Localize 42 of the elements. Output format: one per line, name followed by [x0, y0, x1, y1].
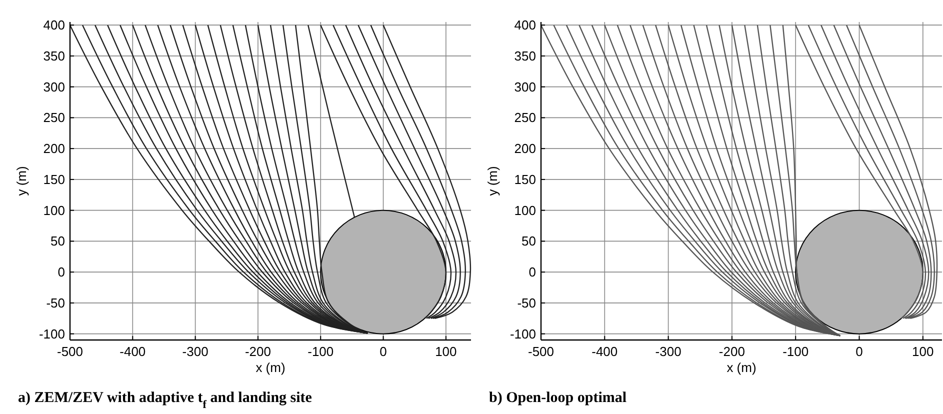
- x-tick-label: 100: [435, 344, 457, 359]
- x-tick-label: -400: [120, 344, 146, 359]
- y-tick-label: 50: [522, 234, 536, 249]
- x-axis-title: x (m): [726, 360, 756, 375]
- y-tick-label: 250: [514, 110, 536, 126]
- y-tick-label: 150: [43, 172, 65, 187]
- y-tick-label: 100: [514, 202, 536, 218]
- x-tick-label: -300: [182, 344, 208, 359]
- x-tick-label: -400: [592, 344, 618, 359]
- y-tick-label: 400: [514, 18, 536, 33]
- x-tick-label: 0: [856, 344, 863, 359]
- text: b) Open-loop optimal: [489, 390, 627, 406]
- x-tick-label: -100: [782, 344, 809, 359]
- x-tick-label: -100: [308, 344, 334, 359]
- y-tick-label: 50: [50, 234, 65, 249]
- x-tick-label: 0: [380, 344, 387, 359]
- y-tick-label: -50: [517, 295, 536, 310]
- x-tick-label: -500: [528, 344, 554, 359]
- y-tick-label: 300: [43, 79, 65, 94]
- y-tick-label: -100: [38, 326, 65, 342]
- y-tick-label: 300: [514, 79, 536, 94]
- y-tick-label: -100: [510, 326, 536, 342]
- y-tick-label: 400: [43, 18, 65, 33]
- y-tick-label: 250: [43, 110, 65, 126]
- x-tick-label: -200: [718, 344, 745, 359]
- y-tick-label: 350: [514, 48, 536, 64]
- x-tick-label: -200: [244, 344, 271, 359]
- y-tick-label: 200: [514, 141, 536, 156]
- x-tick-label: 100: [912, 344, 934, 359]
- y-tick-label: 350: [43, 48, 65, 64]
- y-tick-label: 0: [528, 264, 536, 280]
- y-tick-label: 100: [43, 202, 65, 218]
- y-tick-label: 150: [514, 172, 536, 187]
- y-axis-title: y (m): [485, 166, 500, 196]
- y-tick-label: 0: [58, 264, 65, 280]
- x-axis-title: x (m): [256, 360, 286, 375]
- y-tick-label: -50: [46, 295, 65, 310]
- y-tick-label: 200: [43, 141, 65, 156]
- text: a) ZEM/ZEV with adaptive t$_{f}$ and landing site: [18, 390, 312, 411]
- y-axis-title: y (m): [14, 166, 29, 196]
- x-tick-label: -500: [56, 344, 84, 359]
- x-tick-label: -300: [655, 344, 682, 359]
